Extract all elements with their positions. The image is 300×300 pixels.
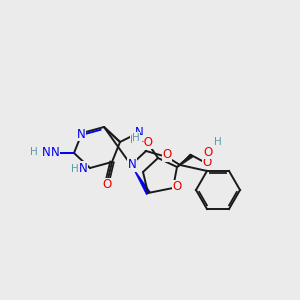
Text: H: H [130,135,138,145]
Text: O: O [202,155,211,169]
Text: H: H [71,164,79,174]
Text: N: N [79,161,87,175]
Text: N: N [42,146,50,160]
Text: ₓ: ₓ [53,148,57,158]
Text: N: N [76,128,85,140]
Text: H: H [214,137,222,147]
Text: N: N [135,127,143,140]
Text: O: O [172,181,182,194]
Text: N: N [128,158,136,172]
Text: H: H [30,147,38,157]
Text: O: O [138,136,148,149]
Text: N: N [51,146,60,160]
Text: O: O [203,146,213,158]
Text: H: H [203,148,211,158]
Text: O: O [102,178,112,191]
Text: ·O: ·O [140,136,154,148]
Text: O: O [162,148,172,161]
Text: H: H [132,133,140,143]
